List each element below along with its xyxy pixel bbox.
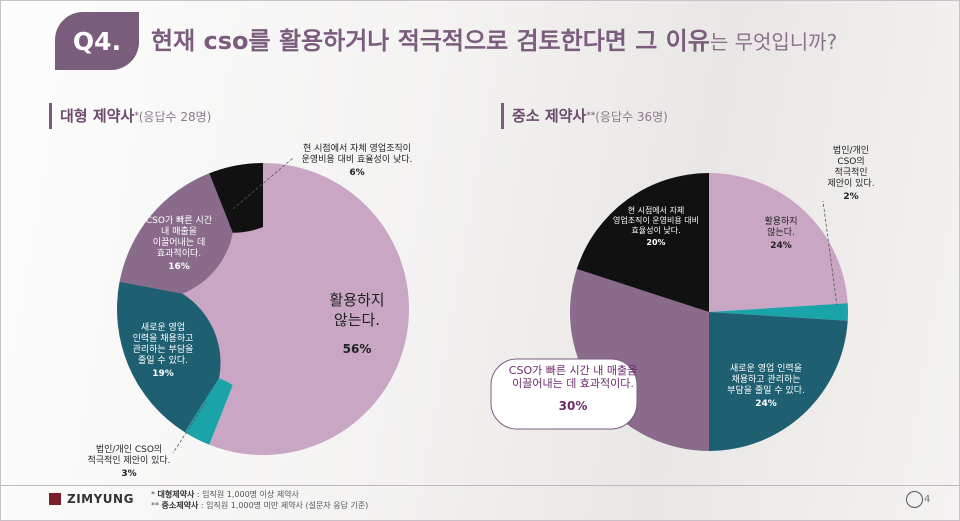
slice-label: 제안이 있다. [827, 177, 874, 189]
slice-value-label: 30% [559, 399, 588, 413]
section-header-small: 중소 제약사**(응답수 36명) [501, 103, 668, 129]
slice-label: 않는다. [334, 311, 380, 329]
slice-value-label: 24% [755, 399, 777, 409]
leader-line-b [822, 200, 838, 307]
footnote-large: * 대형제약사 : 임직원 1,000명 이상 제약사 [151, 489, 368, 500]
slice-value-label: 6% [349, 168, 364, 178]
slice-label: CSO의 [837, 156, 864, 167]
slice-label: 운영비용 대비 효율성이 낮다. [302, 154, 413, 165]
slice-label: CSO가 빠른 시간 내 매출을 [509, 364, 637, 377]
slice-value-label: 19% [152, 369, 174, 379]
company-logo: ZIMYUNG [49, 492, 134, 506]
leader-line-b [172, 401, 207, 454]
section-mark: ** [586, 111, 596, 121]
donut-slice-a [709, 173, 848, 312]
slice-label: 현 시점에서 자체 [628, 205, 685, 215]
page-number: 4 [906, 491, 930, 508]
donut-slice-e [576, 173, 709, 312]
footer-divider [1, 485, 959, 486]
slice-label: 부담을 줄일 수 있다. [727, 384, 805, 396]
page-circle-icon [906, 491, 923, 508]
slice-label: 활용하지 [764, 215, 797, 227]
slice-label: 내 매출을 [161, 226, 197, 237]
callout-box [490, 358, 638, 430]
slice-value-label: 2% [843, 192, 858, 202]
logo-text: ZIMYUNG [67, 492, 134, 506]
page-number-text: 4 [924, 494, 931, 505]
logo-mark-icon [49, 493, 61, 505]
slice-label: 새로운 영업 [141, 322, 185, 333]
slice-label: 이끌어내는 데 [153, 237, 206, 248]
section-mark: * [134, 111, 139, 121]
question-title-tail: 는 무엇입니까? [709, 30, 838, 54]
slice-label: 새로운 영업 인력을 [730, 362, 802, 374]
slice-value-label: 56% [343, 342, 372, 356]
slice-label: 법인/개인 CSO의 [96, 444, 162, 455]
slice-value-label: 24% [770, 241, 792, 251]
slice-label: 줄일 수 있다. [138, 354, 188, 366]
question-title-main: 현재 cso를 활용하거나 적극적으로 검토한다면 그 이유 [151, 27, 710, 55]
footnote-mark: * [151, 490, 155, 499]
footnote-term: 중소제약사 [161, 501, 199, 510]
donut-slice-c [117, 281, 221, 433]
donut-slice-e [209, 163, 263, 233]
slice-value-label: 20% [646, 238, 665, 247]
donut-slice-d [570, 269, 709, 451]
slice-label: 법인/개인 [833, 145, 869, 156]
slice-label: 현 시점에서 자체 영업조직이 [303, 142, 411, 154]
donut-slice-b [184, 378, 233, 445]
section-respondents: (응답수 36명) [595, 110, 668, 124]
slice-label: CSO가 빠른 시간 [146, 215, 212, 226]
donut-slice-d [119, 173, 233, 294]
footnote-small: ** 중소제약사 : 임직원 1,000명 미만 제약사 (설문자 응답 기준) [151, 500, 368, 511]
slice-label: 이끌어내는 데 효과적이다. [512, 377, 634, 390]
donut-slice-b [709, 303, 848, 321]
question-badge: Q4. [55, 12, 139, 70]
footnote-text: : 임직원 1,000명 이상 제약사 [196, 490, 299, 499]
donut-slice-c [709, 312, 848, 451]
slice-value-label: 3% [121, 469, 136, 479]
slice-label: 적극적인 제안이 있다. [87, 454, 170, 466]
slice-label: 관리하는 부담을 [133, 343, 194, 355]
section-header-large: 대형 제약사*(응답수 28명) [49, 103, 211, 129]
footnotes: * 대형제약사 : 임직원 1,000명 이상 제약사 ** 중소제약사 : 임… [151, 489, 368, 511]
footnote-mark: ** [151, 501, 159, 510]
footnote-text: : 임직원 1,000명 미만 제약사 (설문자 응답 기준) [200, 501, 369, 510]
slice-label: 효율성이 낮다. [631, 225, 680, 235]
slice-label: 영업조직이 운영비용 대비 [613, 215, 699, 225]
slice-label: 않는다. [767, 227, 795, 238]
slice-label: 효과적이다. [157, 247, 201, 259]
section-title: 중소 제약사 [512, 107, 587, 125]
slice-label: 적극적인 [834, 166, 867, 178]
leader-line-e [232, 157, 294, 210]
footnote-term: 대형제약사 [157, 490, 195, 499]
question-title: 현재 cso를 활용하거나 적극적으로 검토한다면 그 이유는 무엇입니까? [151, 21, 837, 56]
slice-label: 활용하지 [329, 291, 384, 309]
slice-label: 채용하고 관리하는 [731, 374, 800, 385]
section-respondents: (응답수 28명) [138, 110, 212, 124]
slice-label: 인력을 채용하고 [133, 332, 194, 344]
slice-value-label: 16% [168, 262, 190, 272]
section-title: 대형 제약사 [60, 107, 135, 125]
